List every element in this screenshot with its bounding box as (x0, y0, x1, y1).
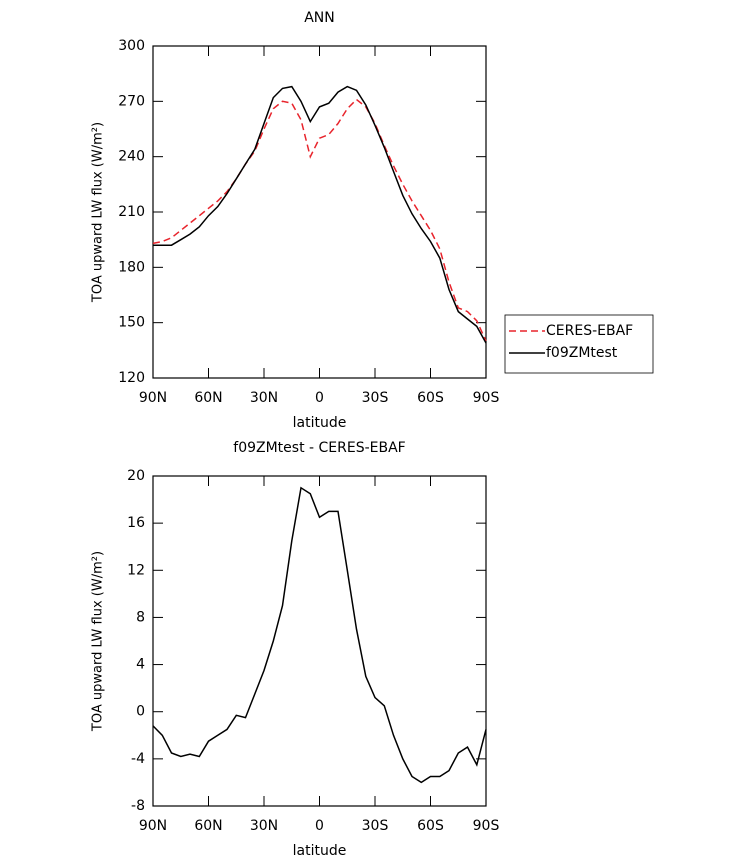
y-axis-label: TOA upward LW flux (W/m²) (91, 122, 106, 303)
y-tick-label: 16 (127, 515, 145, 531)
x-axis-label: latitude (293, 843, 347, 859)
legend-box (504, 314, 654, 374)
y-tick-label: -4 (131, 751, 145, 767)
x-tick-label: 60S (417, 390, 444, 406)
x-axis-label: latitude (293, 415, 347, 431)
y-tick-label: 210 (118, 204, 145, 220)
x-tick-label: 90S (473, 818, 500, 834)
x-tick-label: 60N (194, 390, 222, 406)
y-tick-label: 12 (127, 562, 145, 578)
y-axis-label: TOA upward LW flux (W/m²) (91, 551, 106, 732)
data-line (152, 98, 487, 342)
y-tick-label: -8 (131, 798, 145, 814)
x-tick-label: 30N (250, 390, 278, 406)
x-tick-label: 90N (139, 818, 167, 834)
y-tick-label: 0 (136, 704, 145, 720)
x-tick-label: 30S (362, 390, 389, 406)
x-tick-label: 0 (315, 390, 324, 406)
y-tick-label: 20 (127, 468, 145, 484)
y-tick-label: 180 (118, 259, 145, 275)
x-tick-label: 90N (139, 390, 167, 406)
y-tick-label: 300 (118, 38, 145, 54)
y-tick-label: 4 (136, 657, 145, 673)
x-tick-label: 60N (194, 818, 222, 834)
x-tick-label: 90S (473, 390, 500, 406)
y-tick-label: 270 (118, 93, 145, 109)
plot-frame (152, 475, 487, 807)
x-tick-label: 30S (362, 818, 389, 834)
legend-label: f09ZMtest (546, 345, 618, 361)
legend-label: CERES-EBAF (546, 323, 633, 339)
x-tick-label: 0 (315, 818, 324, 834)
y-tick-label: 120 (118, 370, 145, 386)
x-tick-label: 30N (250, 818, 278, 834)
y-tick-label: 150 (118, 315, 145, 331)
data-line (152, 486, 487, 784)
chart-title: ANN (304, 10, 335, 26)
y-tick-label: 240 (118, 149, 145, 165)
chart-title: f09ZMtest - CERES-EBAF (233, 440, 405, 456)
data-line (153, 85, 487, 344)
y-tick-label: 8 (136, 609, 145, 625)
x-tick-label: 60S (417, 818, 444, 834)
